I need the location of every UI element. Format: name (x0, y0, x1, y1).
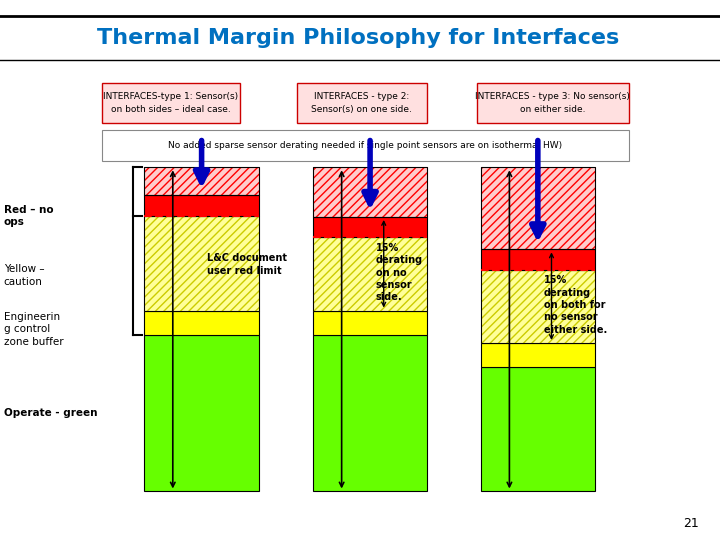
Text: INTERFACES - type 2:
Sensor(s) on one side.: INTERFACES - type 2: Sensor(s) on one si… (311, 92, 413, 114)
FancyBboxPatch shape (102, 83, 240, 123)
Text: INTERFACES-type 1: Sensor(s)
on both sides – ideal case.: INTERFACES-type 1: Sensor(s) on both sid… (104, 92, 238, 114)
Text: L&C document
user red limit: L&C document user red limit (207, 253, 287, 276)
Bar (481, 367, 595, 491)
Bar (144, 167, 259, 195)
Text: Engineerin
g control
zone buffer: Engineerin g control zone buffer (4, 312, 63, 347)
Bar (481, 270, 595, 343)
Bar (481, 167, 595, 249)
Bar (481, 249, 595, 270)
Bar (313, 237, 427, 310)
Bar (481, 343, 595, 367)
Text: Operate - green: Operate - green (4, 408, 97, 418)
FancyBboxPatch shape (477, 83, 629, 123)
Bar (313, 167, 427, 217)
Text: Red – no
ops: Red – no ops (4, 205, 53, 227)
Text: Yellow –
caution: Yellow – caution (4, 264, 44, 287)
Text: No added sparse sensor derating needed if single point sensors are on isothermal: No added sparse sensor derating needed i… (168, 141, 562, 150)
Bar (144, 216, 259, 310)
Bar (481, 167, 595, 249)
Bar (144, 310, 259, 335)
Bar (313, 217, 427, 237)
FancyBboxPatch shape (102, 130, 629, 161)
Bar (144, 167, 259, 195)
Bar (313, 237, 427, 310)
Bar (313, 167, 427, 217)
Bar (481, 270, 595, 343)
Text: 15%
derating
on both for
no sensor
either side.: 15% derating on both for no sensor eithe… (544, 275, 607, 335)
Text: 21: 21 (683, 517, 698, 530)
Text: Thermal Margin Philosophy for Interfaces: Thermal Margin Philosophy for Interfaces (97, 28, 619, 48)
Text: INTERFACES - type 3: No sensor(s)
on either side.: INTERFACES - type 3: No sensor(s) on eit… (475, 92, 630, 114)
Bar (313, 335, 427, 491)
FancyBboxPatch shape (297, 83, 427, 123)
Bar (313, 310, 427, 335)
Bar (144, 216, 259, 310)
Bar (144, 195, 259, 216)
Text: 15%
derating
on no
sensor
side.: 15% derating on no sensor side. (376, 243, 423, 302)
Bar (144, 335, 259, 491)
